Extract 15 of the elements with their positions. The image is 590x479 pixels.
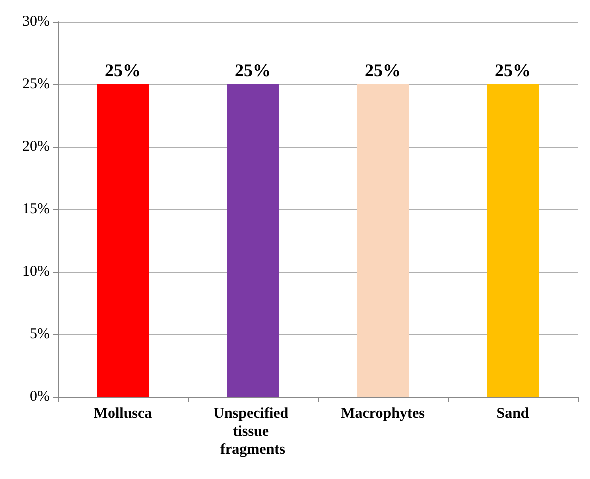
y-tick-label: 30% — [22, 14, 50, 30]
x-tick-label: Mollusca — [94, 406, 153, 422]
y-tick-label: 25% — [22, 76, 50, 92]
y-tick-label: 5% — [30, 326, 50, 342]
x-tick-label: Sand — [496, 406, 530, 422]
data-label: 25% — [235, 60, 271, 80]
data-label: 25% — [105, 60, 141, 80]
y-tick-label: 10% — [22, 264, 50, 280]
data-label: 25% — [365, 60, 401, 80]
y-tick-label: 20% — [22, 139, 50, 155]
data-label: 25% — [495, 60, 531, 80]
x-tick-label: Macrophytes — [341, 406, 426, 422]
x-tick-label: Unspecified tissue fragments — [214, 406, 292, 458]
y-tick-label: 0% — [30, 389, 50, 405]
y-tick-label: 15% — [22, 202, 50, 218]
